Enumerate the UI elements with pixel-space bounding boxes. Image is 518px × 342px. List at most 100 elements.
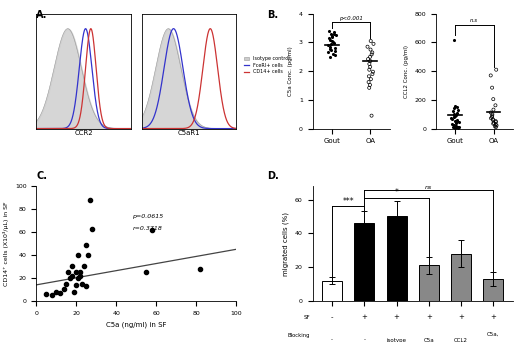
Point — [365, 79, 373, 85]
Text: D.: D. — [267, 171, 279, 181]
Point — [78, 281, 87, 287]
Point — [60, 287, 68, 292]
Point — [369, 41, 378, 47]
Point — [62, 281, 70, 287]
Text: *: * — [395, 188, 398, 197]
Text: SF: SF — [304, 315, 310, 319]
X-axis label: CCR2: CCR2 — [74, 130, 93, 136]
Point — [492, 124, 500, 130]
Point — [449, 109, 457, 114]
Point — [324, 42, 333, 48]
Point — [82, 283, 91, 289]
Point — [488, 85, 496, 90]
Point — [450, 122, 458, 128]
Point — [488, 111, 497, 117]
Text: +: + — [491, 314, 496, 320]
Point — [328, 35, 336, 40]
X-axis label: C5a (ng/ml) in SF: C5a (ng/ml) in SF — [106, 321, 167, 328]
Point — [493, 123, 501, 128]
Point — [86, 197, 94, 202]
Point — [452, 113, 460, 118]
Text: A.: A. — [36, 10, 48, 20]
Point — [452, 119, 461, 124]
Point — [366, 54, 374, 60]
Point — [326, 54, 334, 60]
Point — [452, 120, 461, 126]
Point — [365, 67, 373, 73]
Text: +: + — [426, 314, 432, 320]
Point — [367, 113, 376, 118]
Point — [448, 121, 456, 127]
Point — [331, 48, 339, 54]
Point — [490, 120, 498, 126]
Text: +: + — [394, 314, 399, 320]
Bar — [354, 223, 375, 301]
Text: isotype: isotype — [386, 338, 407, 342]
Point — [72, 282, 80, 288]
Point — [327, 31, 336, 37]
Point — [488, 114, 496, 120]
Point — [88, 226, 96, 231]
Point — [492, 118, 500, 124]
Point — [196, 266, 205, 272]
Point — [324, 50, 333, 55]
Point — [453, 104, 461, 110]
Point — [366, 64, 375, 69]
Point — [450, 37, 458, 42]
Point — [331, 53, 339, 58]
Point — [450, 106, 458, 111]
Text: n.s: n.s — [470, 18, 479, 23]
Point — [68, 273, 77, 278]
Point — [142, 269, 151, 275]
Bar — [419, 265, 439, 301]
Point — [454, 124, 463, 130]
Point — [327, 42, 335, 47]
Point — [84, 252, 93, 258]
Point — [489, 121, 497, 127]
Point — [487, 116, 495, 121]
Point — [492, 67, 500, 73]
Point — [80, 264, 89, 269]
Point — [454, 125, 463, 130]
Text: Blocking: Blocking — [287, 333, 310, 338]
Point — [74, 252, 82, 258]
Text: C5a: C5a — [424, 338, 434, 342]
Point — [326, 44, 334, 50]
Point — [148, 227, 156, 233]
Point — [454, 125, 462, 131]
Text: ns: ns — [425, 185, 433, 190]
Point — [82, 242, 91, 247]
Point — [369, 69, 377, 75]
Point — [489, 96, 497, 102]
Point — [491, 103, 499, 108]
Point — [452, 123, 460, 129]
Point — [72, 269, 80, 275]
Point — [364, 56, 372, 62]
Point — [367, 52, 376, 57]
Point — [366, 47, 375, 52]
Point — [450, 112, 458, 117]
Text: C.: C. — [36, 171, 47, 181]
Point — [76, 273, 84, 278]
Point — [332, 32, 340, 38]
Point — [453, 117, 461, 122]
Text: ***: *** — [342, 197, 354, 206]
Point — [489, 117, 497, 122]
Point — [330, 30, 338, 35]
Point — [365, 74, 373, 79]
Point — [328, 51, 337, 57]
Point — [74, 275, 82, 281]
Point — [486, 73, 495, 78]
Point — [450, 111, 458, 116]
Point — [454, 120, 463, 125]
Point — [368, 50, 377, 55]
Bar — [386, 216, 407, 301]
Point — [52, 289, 61, 294]
Point — [491, 123, 499, 129]
Point — [450, 114, 458, 120]
Point — [66, 275, 75, 281]
Point — [327, 47, 336, 52]
Point — [367, 38, 375, 44]
Point — [365, 61, 373, 67]
Point — [488, 113, 496, 118]
